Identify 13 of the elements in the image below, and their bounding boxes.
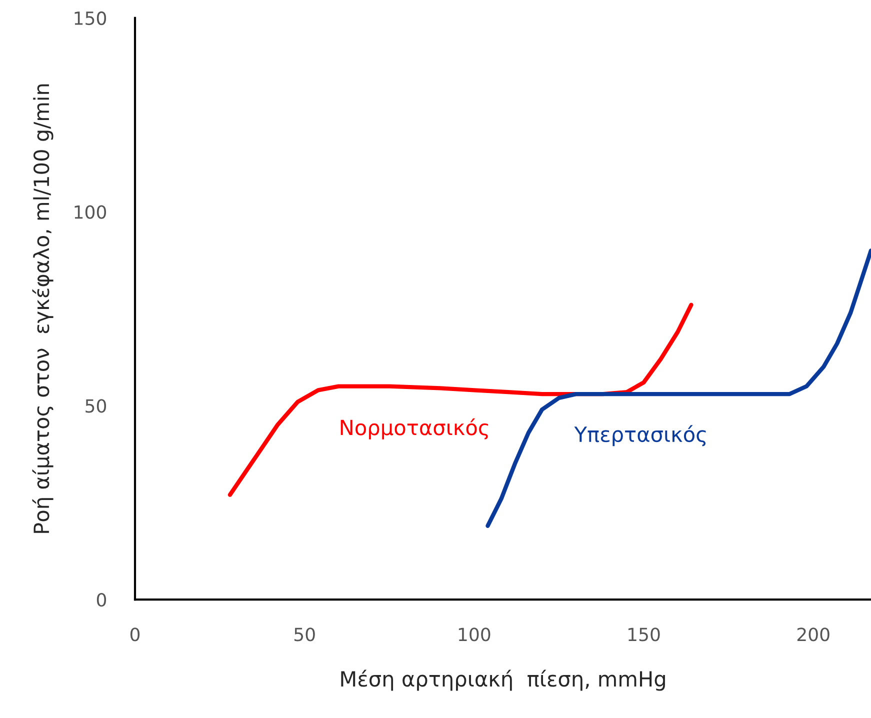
y-tick-label: 50	[86, 399, 106, 413]
x-tick-label: 150	[628, 628, 660, 642]
y-tick-label: 0	[96, 592, 106, 607]
x-tick-label: 0	[130, 628, 140, 642]
y-tick-label: 100	[74, 205, 106, 219]
x-tick-label: 200	[797, 628, 830, 642]
x-tick-label: 50	[294, 628, 315, 642]
x-axis-title: Μέση αρτηριακή πίεση, mmHg	[341, 670, 665, 691]
y-tick-label: 150	[74, 11, 106, 26]
series-label: Υπερτασικός	[574, 425, 706, 446]
y-axis-title: Ροή αίματος στον εγκέφαλο, ml/100 g/min	[32, 84, 54, 533]
x-tick-label: 100	[458, 628, 490, 642]
series-label: Νορμοτασικός	[340, 418, 488, 440]
